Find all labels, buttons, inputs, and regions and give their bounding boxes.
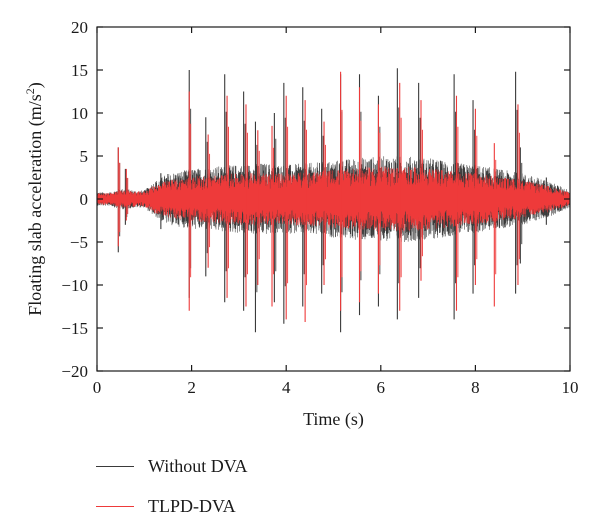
x-tick-label: 8 [471,378,480,397]
y-tick-label: −10 [61,276,88,295]
legend: Without DVA TLPD-DVA [96,446,247,526]
y-tick-label: 15 [71,61,88,80]
series-line [96,166,571,232]
plot-series [96,68,571,333]
y-tick-label: −5 [70,233,88,252]
x-tick-label: 0 [93,378,102,397]
x-axis-title: Time (s) [303,409,364,430]
legend-label-without-dva: Without DVA [148,455,248,476]
y-tick-label: −20 [61,362,88,381]
y-axis-title-tail: ) [25,82,46,88]
y-tick-label: 20 [71,18,88,37]
legend-item-without-dva: Without DVA [96,446,247,486]
x-tick-label: 10 [562,378,579,397]
legend-swatch-tlpd-dva [96,505,134,507]
y-tick-label: 10 [71,104,88,123]
legend-item-tlpd-dva: TLPD-DVA [96,486,247,526]
x-tick-label: 2 [187,378,196,397]
y-tick-label: 0 [80,190,89,209]
y-axis-title: Floating slab acceleration (m/s2) [23,82,46,315]
y-axis-title-main: Floating slab acceleration (m/s [25,94,46,315]
legend-label-tlpd-dva: TLPD-DVA [148,495,236,516]
axis-ticks: 0 2 4 6 8 10 −20 −15 −10 −5 0 5 10 15 20 [61,18,578,397]
x-tick-label: 6 [377,378,386,397]
y-tick-label: −15 [61,319,88,338]
series-1 [96,71,571,322]
x-tick-label: 4 [282,378,291,397]
y-tick-label: 5 [80,147,89,166]
legend-swatch-without-dva [96,465,134,467]
y-axis-title-superscript: 2 [23,88,37,94]
